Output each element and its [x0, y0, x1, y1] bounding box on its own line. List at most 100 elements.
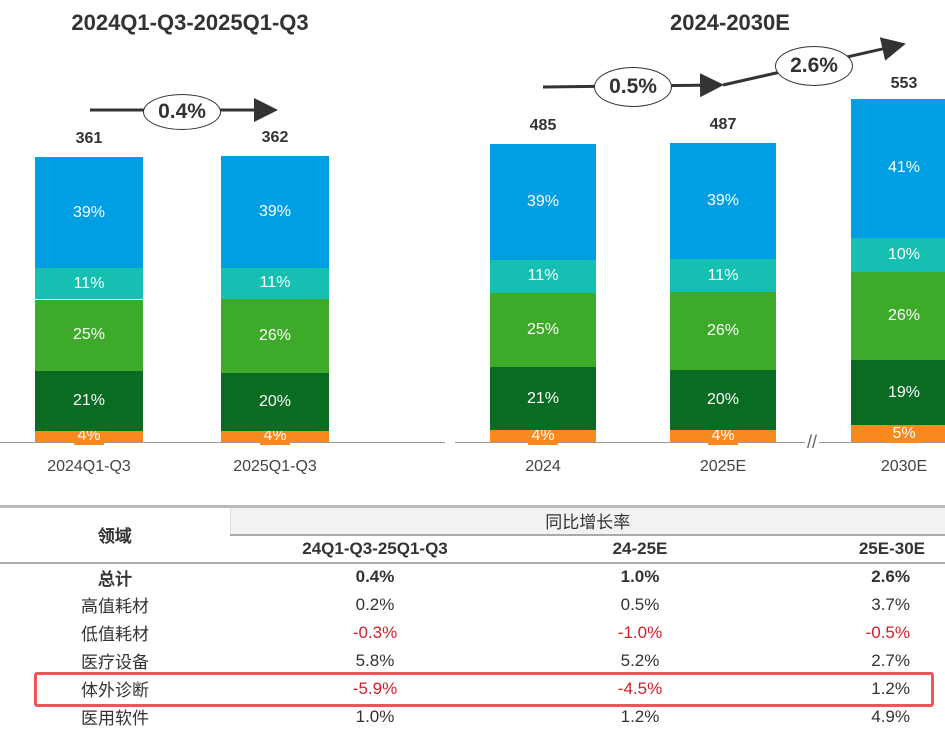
cell-value: -5.9%	[352, 678, 398, 698]
x-tick-label: 2025Q1-Q3	[233, 458, 317, 475]
bar-segment: 25%	[35, 299, 143, 371]
cell-value: 5.2%	[620, 650, 660, 670]
bar-segment: 26%	[851, 272, 945, 361]
x-tick-label: 2030E	[880, 458, 928, 475]
bar-segment: 21%	[35, 370, 143, 431]
bar-segment: 41%	[851, 98, 945, 238]
data-label: 26%	[887, 307, 921, 325]
data-label: 26%	[706, 322, 740, 340]
bar-segment: 39%	[490, 143, 596, 261]
bar-segment: 19%	[851, 360, 945, 425]
column-header: 24-25E	[612, 538, 668, 558]
bar-segment: 39%	[221, 156, 329, 268]
cell-value: 3.7%	[871, 594, 910, 614]
bar-segment: 11%	[221, 267, 329, 300]
total-label: 362	[261, 129, 289, 147]
bar-segment: 5%	[851, 424, 945, 443]
cell-value: 0.5%	[620, 594, 660, 614]
bar-segment: 11%	[490, 260, 596, 293]
data-label: 39%	[258, 202, 292, 220]
bar-segment: 4%	[670, 427, 776, 445]
data-label: 20%	[706, 391, 740, 409]
row-label: 总计	[98, 569, 132, 589]
cell-value: 2.6%	[871, 567, 910, 586]
cell-value: -4.5%	[617, 678, 663, 698]
group-header: 同比增长率	[229, 506, 945, 536]
data-label: 21%	[72, 391, 106, 409]
bar-segment: 4%	[35, 427, 143, 446]
data-label: 25%	[526, 321, 560, 339]
bar-segment: 39%	[670, 142, 776, 260]
table-row: 医疗设备 5.8% 5.2% 2.7%	[0, 647, 945, 675]
chart-title: 2024-2030E	[670, 10, 790, 35]
bar-segment: 26%	[221, 299, 329, 374]
row-label: 医用软件	[81, 709, 149, 728]
highlight-box	[34, 672, 934, 707]
x-tick-label: 2024	[525, 458, 561, 475]
growth-label: 0.5%	[594, 67, 672, 107]
bar-segment: 4%	[221, 427, 329, 446]
axis-break-icon: //	[805, 432, 820, 453]
cell-value: 1.2%	[620, 706, 660, 726]
data-label: 41%	[887, 159, 921, 177]
data-label: 20%	[258, 392, 292, 410]
data-label: 39%	[72, 203, 106, 221]
cell-value: 2.7%	[871, 650, 910, 670]
row-label: 高值耗材	[81, 597, 149, 616]
total-label: 487	[709, 115, 737, 133]
bar-segment: 26%	[670, 292, 776, 371]
bar-segment: 21%	[490, 367, 596, 431]
cell-value: 1.0%	[355, 706, 395, 726]
data-label: 4%	[528, 427, 558, 446]
x-axis	[455, 442, 945, 443]
bar-segment: 20%	[221, 373, 329, 431]
bar-segment: 10%	[851, 238, 945, 272]
data-label: 39%	[526, 192, 560, 210]
growth-label: 2.6%	[775, 46, 853, 86]
cell-value: 5.8%	[355, 650, 395, 670]
cell-value: -0.5%	[865, 622, 910, 642]
data-label: 11%	[259, 274, 291, 292]
field-header: 领域	[97, 527, 132, 547]
growth-table: 领域 同比增长率 24Q1-Q3-25Q1-Q3 24-25E 25E-30E …	[0, 505, 945, 731]
x-tick-label: 2025E	[699, 458, 747, 475]
data-label: 4%	[260, 427, 290, 446]
row-label: 医疗设备	[81, 653, 149, 672]
bar-segment: 11%	[35, 268, 143, 300]
data-label: 11%	[707, 266, 739, 284]
growth-label: 0.4%	[143, 94, 221, 130]
cell-value: 0.2%	[355, 594, 395, 614]
x-tick-label: 2024Q1-Q3	[47, 458, 131, 475]
data-label: 11%	[527, 267, 559, 285]
data-label: 11%	[73, 274, 105, 292]
total-label: 361	[75, 130, 103, 147]
table-row: 高值耗材 0.2% 0.5% 3.7%	[0, 591, 945, 619]
data-label: 4%	[74, 427, 104, 446]
cell-value: -1.0%	[617, 622, 663, 642]
cell-value: 1.2%	[871, 678, 910, 698]
table-row: 低值耗材 -0.3% -1.0% -0.5%	[0, 619, 945, 647]
table-row: 总计 0.4% 1.0% 2.6%	[0, 563, 945, 591]
data-label: 10%	[887, 246, 921, 263]
cell-value: 0.4%	[355, 567, 395, 586]
cell-value: -0.3%	[352, 622, 398, 642]
data-label: 25%	[72, 326, 106, 344]
x-axis	[0, 442, 445, 443]
row-label: 体外诊断	[81, 681, 149, 700]
data-label: 19%	[887, 383, 921, 401]
bar-segment: 25%	[490, 292, 596, 368]
total-label: 553	[890, 75, 918, 92]
bar-segment: 4%	[490, 427, 596, 446]
row-label: 低值耗材	[81, 625, 149, 644]
cell-value: 4.9%	[871, 706, 910, 726]
column-header: 25E-30E	[858, 538, 925, 558]
cell-value: 1.0%	[620, 567, 660, 586]
bar-segment: 11%	[670, 259, 776, 293]
bar-segment: 39%	[35, 157, 143, 269]
table-row: 医用软件 1.0% 1.2% 4.9%	[0, 703, 945, 731]
data-label: 21%	[526, 389, 560, 407]
total-label: 485	[529, 116, 557, 134]
bar-segment: 20%	[670, 370, 776, 430]
data-label: 26%	[258, 327, 292, 345]
column-header: 24Q1-Q3-25Q1-Q3	[302, 538, 448, 558]
